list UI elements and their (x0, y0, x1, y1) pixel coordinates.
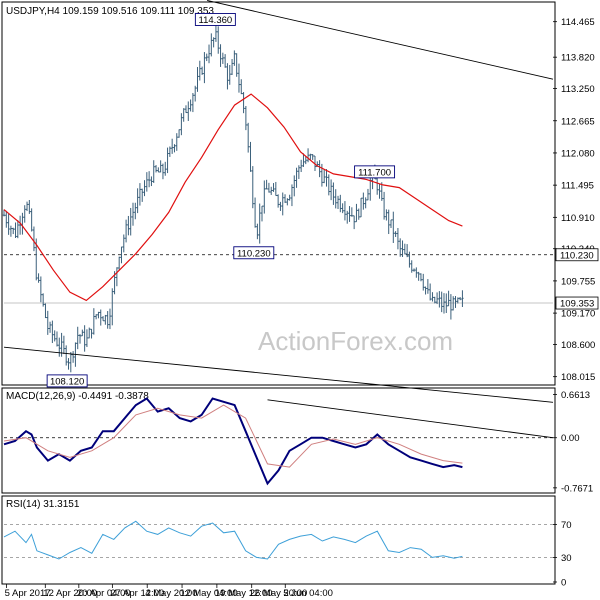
price-label-0: 114.360 (199, 15, 233, 26)
price-label-box-3 (46, 374, 88, 388)
price-tick-label: 109.170 (561, 309, 595, 320)
macd-tick-label: 0.6613 (561, 390, 590, 401)
price-tick-label: 110.910 (561, 213, 595, 224)
watermark: ActionForex.com (258, 326, 453, 356)
time-tick-label: 12 Apr 20:00 (43, 588, 97, 599)
price-label-box-0 (194, 13, 236, 26)
price-tick-label: 113.820 (561, 53, 595, 64)
macd-trendline (267, 399, 554, 439)
price-tick-label: 114.465 (561, 17, 595, 28)
time-tick-label: 27 Apr 12:00 (110, 588, 164, 599)
price-marker-1: 109.353 (560, 299, 594, 310)
macd-tick-label: -0.7671 (561, 483, 593, 494)
time-tick-label: 5 Apr 2017 (5, 588, 51, 599)
price-marker-box-1 (555, 296, 599, 310)
macd-signal-line (3, 404, 463, 468)
macd-title: MACD(12,26,9) -0.4491 -0.3878 (6, 391, 149, 402)
price-header: USDJPY,H4 109.159 109.516 109.111 109.35… (6, 6, 214, 17)
rsi-tick-label: 30 (561, 553, 572, 564)
macd-panel: MACD(12,26,9) -0.4491 -0.3878 0.6613 0.00… (1, 387, 593, 494)
moving-average-line (3, 93, 463, 302)
time-tick-label: 20 Apr 04:00 (77, 588, 131, 599)
time-tick-label: 4 May 20:00 (145, 588, 197, 599)
price-panel: USDJPY,H4 109.159 109.516 109.111 109.35… (1, 0, 599, 403)
price-tick-label: 113.250 (561, 84, 595, 95)
price-label-box-1 (354, 165, 396, 179)
rsi-title: RSI(14) 31.3151 (6, 499, 80, 510)
time-tick-label: 12 May 04:00 (180, 588, 238, 599)
macd-tick-label: 0.00 (561, 433, 580, 444)
price-tick-label: 108.015 (561, 372, 595, 383)
price-marker-0: 110.230 (560, 250, 594, 261)
trendline-0 (3, 346, 554, 403)
price-tick-label: 112.080 (561, 148, 595, 159)
rsi-line (3, 520, 463, 560)
rsi-panel: RSI(14) 31.3151 70 30 0 (1, 495, 572, 589)
time-tick-label: 19 May 12:00 (215, 588, 273, 599)
price-marker-box-0 (555, 248, 599, 262)
price-label-1: 111.700 (358, 167, 391, 178)
time-tick-label: 5 Jun 04:00 (283, 588, 333, 599)
price-tick-label: 112.665 (561, 116, 595, 127)
time-tick-label: 26 May 20:00 (250, 588, 308, 599)
rsi-tick-label: 0 (561, 578, 566, 589)
price-tick-label: 111.495 (561, 181, 594, 192)
price-label-box-2 (233, 246, 275, 260)
price-tick-label: 109.755 (561, 276, 595, 287)
price-label-3: 108.120 (50, 376, 84, 387)
macd-main-line (3, 397, 463, 486)
price-label-2: 110.230 (237, 248, 271, 259)
trendline-1 (207, 0, 554, 80)
rsi-tick-label: 70 (561, 520, 572, 531)
price-tick-label: 108.600 (561, 340, 595, 351)
